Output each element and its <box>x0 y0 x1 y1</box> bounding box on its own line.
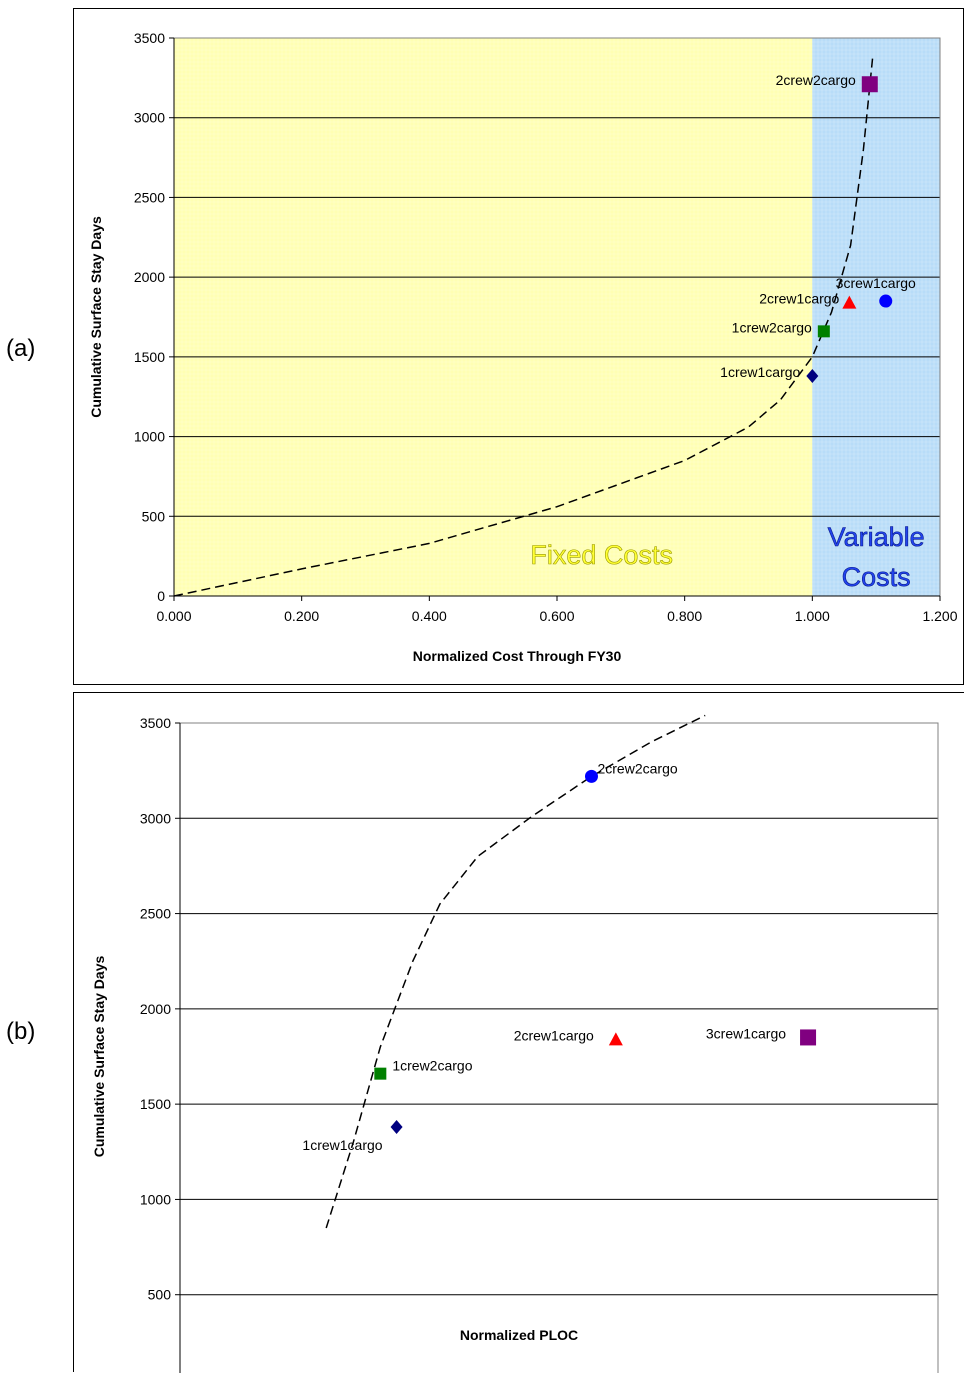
y-tick-label: 3000 <box>134 110 165 126</box>
x-tick-label: 0.400 <box>412 608 447 624</box>
region-label-variable-costs: Costs <box>842 562 911 592</box>
x-tick-label: 1.000 <box>795 608 830 624</box>
data-label-2crew1cargo: 2crew1cargo <box>514 1027 594 1043</box>
y-tick-label: 1500 <box>134 349 165 365</box>
data-point-3crew1cargo <box>879 294 893 308</box>
chart-a-svg: 0 500 1000 1500 2000 2500 3000 3500 0.000 0.200 0.… <box>88 30 958 664</box>
data-point-1crew1cargo <box>806 368 819 383</box>
data-point-2crew2cargo <box>861 76 878 93</box>
region-1-fill <box>812 38 940 596</box>
data-point-1crew1cargo <box>390 1120 403 1135</box>
x-axis-title: Normalized Cost Through FY30 <box>413 648 622 664</box>
data-point-2crew1cargo <box>608 1032 623 1046</box>
y-tick-label: 1000 <box>140 1191 171 1207</box>
x-tick-label: 0.800 <box>667 608 702 624</box>
y-tick-label: 3500 <box>134 30 165 46</box>
data-label-3crew1cargo: 3crew1cargo <box>706 1025 786 1041</box>
x-tick-label: 0.000 <box>156 608 191 624</box>
chart-panel-a: 0 500 1000 1500 2000 2500 3000 3500 0.000 0.200 0.… <box>73 8 964 685</box>
data-label-2crew1cargo: 2crew1cargo <box>759 291 839 307</box>
x-axis-title: Normalized PLOC <box>460 1327 578 1343</box>
y-tick-label: 500 <box>148 1287 172 1303</box>
panel-letter-b: (b) <box>6 1018 36 1045</box>
y-axis-title: Cumulative Surface Stay Days <box>88 216 104 418</box>
panel-letter-a: (a) <box>6 335 36 362</box>
plot-area-border <box>179 722 939 1373</box>
data-label-1crew1cargo: 1crew1cargo <box>302 1137 382 1153</box>
data-point-2crew1cargo <box>842 295 857 309</box>
y-tick-label: 500 <box>142 508 166 524</box>
data-label-2crew2cargo: 2crew2cargo <box>597 760 677 776</box>
region-label-variable-costs: Variable <box>828 522 925 552</box>
region-label-fixed-costs: Fixed Costs <box>530 540 673 570</box>
y-tick-label: 2500 <box>140 906 171 922</box>
data-point-2crew2cargo <box>584 769 598 783</box>
data-label-2crew2cargo: 2crew2cargo <box>776 72 856 88</box>
data-label-3crew1cargo: 3crew1cargo <box>836 275 916 291</box>
x-tick-label: 0.200 <box>284 608 319 624</box>
data-point-3crew1cargo <box>800 1029 817 1046</box>
y-tick-label: 2500 <box>134 189 165 205</box>
y-tick-label: 0 <box>157 588 165 604</box>
trend-line <box>325 714 706 1229</box>
data-point-1crew2cargo <box>817 325 830 338</box>
data-point-1crew2cargo <box>374 1067 387 1080</box>
y-tick-label: 1500 <box>140 1096 171 1112</box>
data-label-1crew2cargo: 1crew2cargo <box>392 1058 472 1074</box>
y-tick-label: 3000 <box>140 810 171 826</box>
chart-b-svg: 05001000150020002500300035000.6000.8001.… <box>91 714 939 1373</box>
data-label-1crew2cargo: 1crew2cargo <box>732 319 812 335</box>
y-tick-label: 1000 <box>134 429 165 445</box>
y-axis-title: Cumulative Surface Stay Days <box>91 956 107 1158</box>
y-tick-label: 3500 <box>140 715 171 731</box>
x-tick-label: 0.600 <box>539 608 574 624</box>
y-tick-label: 2000 <box>134 269 165 285</box>
x-tick-label: 1.200 <box>922 608 957 624</box>
data-label-1crew1cargo: 1crew1cargo <box>720 364 800 380</box>
chart-panel-b: 05001000150020002500300035000.6000.8001.… <box>73 692 964 1373</box>
trend-line <box>173 53 874 597</box>
y-tick-label: 2000 <box>140 1001 171 1017</box>
region-hatch <box>173 37 940 596</box>
region-0-fill <box>174 38 813 596</box>
